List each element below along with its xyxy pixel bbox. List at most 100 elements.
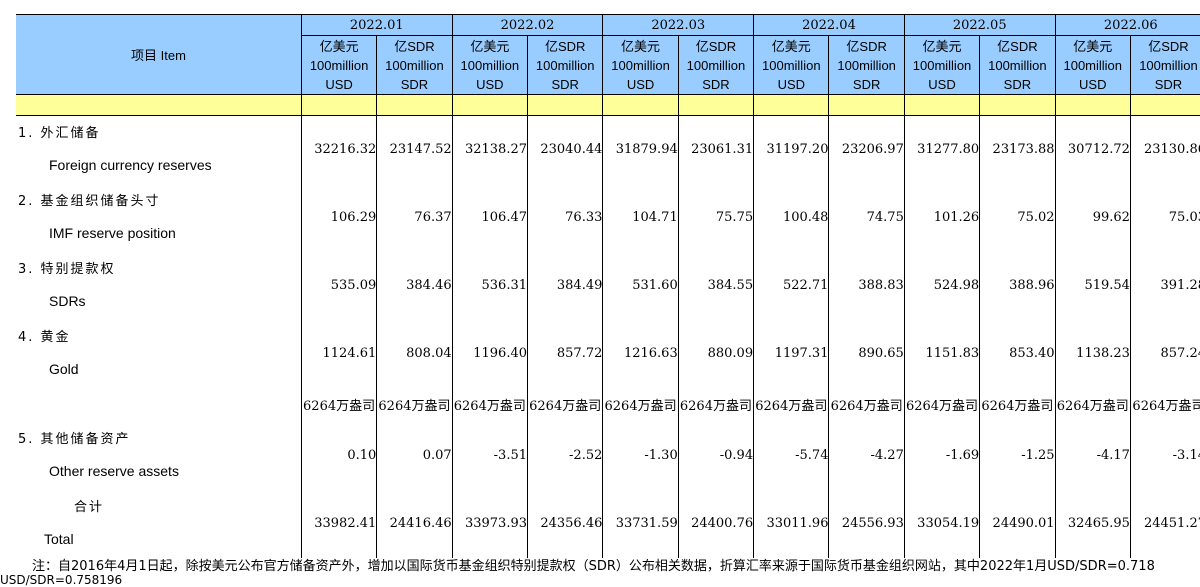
value-cell: -4.17 — [1054, 421, 1131, 490]
table-row: 6264万盎司 6264万盎司 6264万盎司 6264万盎司 6264万盎司 6264万… — [16, 387, 1200, 422]
value-cell: 388.83 — [828, 251, 905, 320]
month-header: 2022.04 — [753, 14, 905, 36]
row-label-zh: 3. 特别提款权 — [18, 261, 116, 277]
value-cell: 6264万盎司 — [677, 387, 754, 422]
unit-line: SDR — [1003, 76, 1032, 92]
value-cell: 99.62 — [1054, 183, 1131, 252]
value-cell: 100.48 — [753, 183, 829, 252]
value-cell: 1216.63 — [602, 319, 679, 388]
value-cell: 23173.88 — [979, 115, 1056, 184]
value-cell: 384.49 — [526, 251, 603, 320]
unit-line: 100million — [611, 57, 670, 73]
unit-line: SDR — [400, 76, 429, 92]
value-cell: 536.31 — [451, 251, 528, 320]
unit-sdr-header: 亿SDR 100million SDR — [376, 35, 453, 95]
value-cell: 76.33 — [526, 183, 603, 252]
value-cell: 853.40 — [979, 319, 1056, 388]
value-cell: -5.74 — [753, 421, 829, 490]
row-label-en: Gold — [49, 360, 79, 377]
value-cell: 890.65 — [828, 319, 905, 388]
value-cell: 6264万盎司 — [753, 387, 829, 422]
unit-line: 100million — [385, 57, 444, 73]
yellow-cell — [526, 94, 603, 116]
unit-line: 亿美元 — [319, 38, 359, 54]
value-cell: 31197.20 — [753, 115, 829, 184]
value-cell: 6264万盎司 — [828, 387, 905, 422]
yellow-cell — [677, 94, 754, 116]
unit-line: 亿美元 — [470, 38, 510, 54]
unit-usd-header: 亿美元 100million USD — [451, 35, 528, 95]
unit-line: USD — [777, 76, 806, 92]
value-cell: -1.25 — [979, 421, 1056, 490]
month-header: 2022.05 — [903, 14, 1056, 36]
value-cell: 388.96 — [979, 251, 1056, 320]
value-cell: 535.09 — [300, 251, 377, 320]
unit-line: SDR — [1154, 76, 1183, 92]
row-label-en: Foreign currency reserves — [49, 157, 212, 173]
yellow-cell — [1129, 94, 1200, 116]
value-cell: 1151.83 — [903, 319, 980, 388]
table-row: 1. 外汇储备 Foreign currency reserves 32216.32… — [16, 115, 1200, 184]
unit-line: 100million — [460, 57, 520, 73]
value-cell: 32216.32 — [300, 115, 377, 184]
footnote: 注：自2016年4月1日起，除按美元公布官方储备资产外，增加以国际货币基金组织特… — [32, 559, 1155, 574]
unit-line: 亿美元 — [621, 38, 661, 54]
unit-line: 100million — [309, 57, 369, 73]
value-cell: 32465.95 — [1054, 489, 1131, 558]
value-cell: 1196.40 — [451, 319, 528, 388]
unit-line: 100million — [535, 57, 595, 73]
row-label-zh: 合计 — [74, 499, 105, 515]
value-cell: 808.04 — [376, 319, 453, 388]
row-label: 合计 Total — [16, 490, 301, 558]
reserves-table: 项目 Item 2022.01 2022.02 2022.03 2022.04 2022… — [16, 14, 1200, 558]
value-cell: -1.69 — [903, 421, 980, 490]
yellow-cell — [753, 94, 829, 116]
value-cell: 33973.93 — [451, 489, 528, 558]
unit-line: SDR — [702, 76, 730, 92]
row-label: 4. 黄金 Gold — [16, 320, 301, 388]
value-cell: 104.71 — [602, 183, 679, 252]
unit-line: 100million — [762, 57, 821, 73]
unit-line: SDR — [551, 76, 579, 92]
value-cell: -4.27 — [828, 421, 905, 490]
unit-line: 亿美元 — [1073, 38, 1113, 54]
value-cell: 24400.76 — [677, 489, 754, 558]
unit-usd-header: 亿美元 100million USD — [300, 35, 377, 95]
value-cell: -0.94 — [677, 421, 754, 490]
unit-line: 亿SDR — [1148, 38, 1189, 54]
unit-line: USD — [928, 76, 956, 92]
table-row: 2. 基金组织储备头寸 IMF reserve position 106.29 76.… — [16, 183, 1200, 252]
value-cell: 23206.97 — [828, 115, 905, 184]
value-cell: 6264万盎司 — [602, 387, 679, 422]
value-cell: 24490.01 — [979, 489, 1056, 558]
value-cell: 31879.94 — [602, 115, 679, 184]
value-cell: -1.30 — [602, 421, 679, 490]
value-cell: 106.29 — [300, 183, 377, 252]
month-header: 2022.01 — [300, 14, 453, 36]
unit-line: 100million — [1063, 57, 1123, 73]
value-cell: 857.24 — [1129, 319, 1200, 388]
value-cell: 1197.31 — [753, 319, 829, 388]
unit-line: 亿SDR — [846, 38, 887, 54]
value-cell: 384.46 — [376, 251, 453, 320]
unit-line: USD — [626, 76, 655, 92]
unit-line: SDR — [852, 76, 881, 92]
table-row: 4. 黄金 Gold 1124.61 808.04 1196.40 857.72 1216.… — [16, 319, 1200, 388]
unit-usd-header: 亿美元 100million USD — [903, 35, 980, 95]
table-row: 合计 Total 33982.41 24416.46 33973.93 24356.46 3… — [16, 489, 1200, 558]
value-cell: 0.07 — [376, 421, 453, 490]
table-row: 3. 特别提款权 SDRs 535.09 384.46 536.31 384.49 531.… — [16, 251, 1200, 320]
value-cell: 1124.61 — [300, 319, 377, 388]
unit-line: 100million — [1139, 57, 1198, 73]
value-cell: 23130.86 — [1129, 115, 1200, 184]
unit-line: 100million — [912, 57, 972, 73]
value-cell: 106.47 — [451, 183, 528, 252]
row-label-en: Other reserve assets — [49, 462, 179, 479]
unit-header-row: 亿美元 100million USD 亿SDR 100million SDR 亿美元 100m… — [16, 35, 1200, 95]
value-cell: 33011.96 — [753, 489, 829, 558]
value-cell: 6264万盎司 — [903, 387, 980, 422]
value-cell: 6264万盎司 — [1129, 387, 1200, 422]
value-cell: 531.60 — [602, 251, 679, 320]
row-label-en: SDRs — [49, 292, 86, 309]
unit-line: 亿SDR — [997, 38, 1038, 54]
